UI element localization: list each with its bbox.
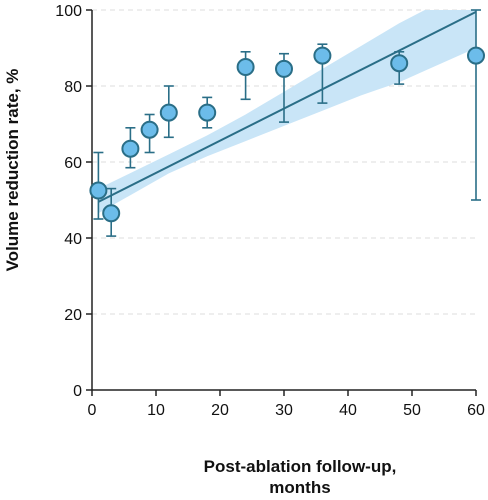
data-point-2 <box>121 139 140 158</box>
data-point-0 <box>89 181 108 200</box>
x-tick-label-40: 40 <box>339 402 357 419</box>
data-point-4 <box>159 103 178 122</box>
y-tick-label-100: 100 <box>55 3 82 20</box>
data-point-5 <box>198 103 217 122</box>
x-tick-label-30: 30 <box>275 402 293 419</box>
tick-label-layer: 0 20 40 60 80 100 0 10 20 30 40 50 60 <box>55 3 485 419</box>
y-axis-title: Volume reduction rate, % <box>3 69 22 272</box>
data-point-3 <box>140 120 159 139</box>
y-tick-label-80: 80 <box>64 79 82 96</box>
x-tick-label-10: 10 <box>147 402 165 419</box>
y-tick-label-60: 60 <box>64 155 82 172</box>
x-tick-label-50: 50 <box>403 402 421 419</box>
y-tick-label-20: 20 <box>64 307 82 324</box>
x-tick-label-60: 60 <box>467 402 485 419</box>
data-point-1 <box>102 204 121 223</box>
confidence-band-layer <box>98 10 477 214</box>
x-tick-label-20: 20 <box>211 402 229 419</box>
x-tick-label-0: 0 <box>88 402 97 419</box>
data-point-layer <box>89 46 485 223</box>
data-point-7 <box>275 59 293 78</box>
data-point-10 <box>467 46 485 65</box>
y-tick-label-40: 40 <box>64 231 82 248</box>
y-tick-label-0: 0 <box>73 383 82 400</box>
x-axis-title-line-2: months <box>269 478 330 497</box>
data-point-8 <box>313 46 332 65</box>
data-point-9 <box>390 54 409 73</box>
regression-line <box>97 11 477 203</box>
data-point-6 <box>236 58 255 76</box>
confidence-band <box>98 10 477 214</box>
axis-layer <box>86 9 477 396</box>
fit-line-layer <box>97 11 477 203</box>
x-axis-title-line-1: Post-ablation follow-up, <box>204 457 397 476</box>
